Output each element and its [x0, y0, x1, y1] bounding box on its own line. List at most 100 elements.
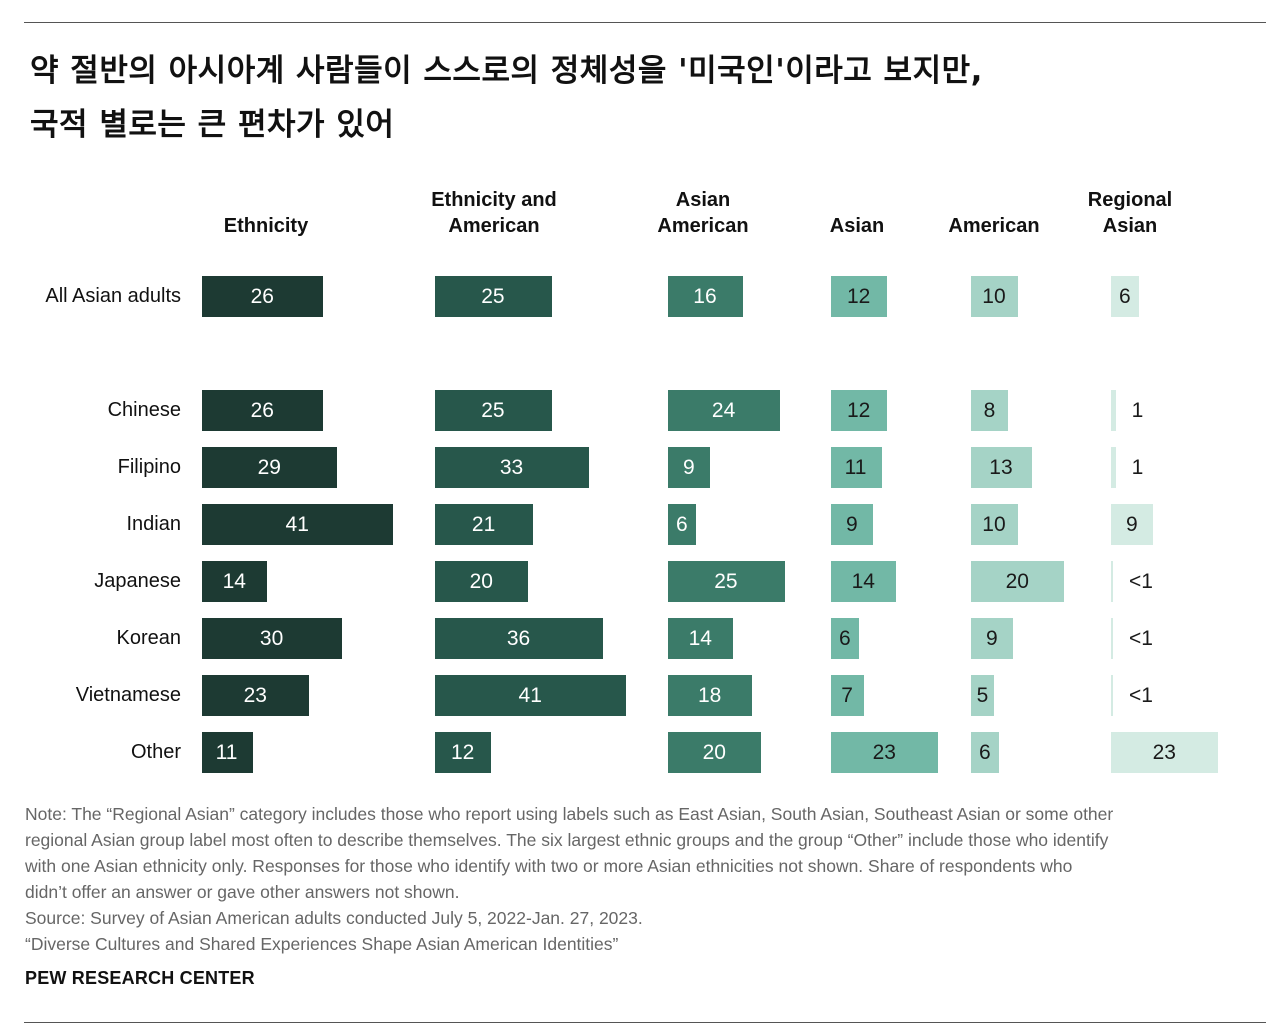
bar: [971, 447, 1032, 488]
bar: [668, 390, 780, 431]
data-label: 13: [989, 456, 1013, 479]
bar: [202, 618, 342, 659]
data-label: 41: [518, 684, 542, 707]
data-label: 33: [499, 456, 524, 479]
data-label: 1: [1131, 399, 1144, 422]
data-label: 12: [846, 285, 871, 308]
data-label: <1: [1129, 570, 1153, 593]
bar: [435, 390, 552, 431]
bar: [831, 447, 883, 488]
bar: [668, 618, 734, 659]
data-label: 7: [841, 684, 853, 707]
column-header: Ethnicity: [223, 215, 309, 237]
bar: [435, 732, 491, 773]
bar: [971, 732, 999, 773]
bar: [668, 675, 752, 716]
data-label: 11: [844, 456, 867, 479]
data-label: 26: [250, 285, 274, 308]
data-label: 23: [872, 741, 896, 764]
bar: [202, 675, 310, 716]
data-label: 1: [1131, 456, 1144, 479]
bar: [1111, 561, 1113, 602]
row-label: Korean: [116, 627, 182, 649]
bar: [202, 276, 324, 317]
row-label: Other: [130, 741, 181, 763]
data-label: 23: [243, 684, 267, 707]
data-label: 24: [711, 399, 736, 422]
column-header: Ethnicity and American: [431, 189, 557, 237]
bar: [971, 276, 1018, 317]
bar: [831, 561, 897, 602]
data-label: <1: [1129, 627, 1153, 650]
bar: [435, 561, 529, 602]
data-label: 30: [259, 627, 284, 650]
note-line: regional Asian group label most often to…: [25, 830, 1109, 850]
data-label: 16: [693, 285, 717, 308]
bar: [971, 561, 1065, 602]
data-label: 23: [1152, 741, 1176, 764]
row-label: All Asian adults: [45, 285, 181, 307]
bar: [1111, 504, 1153, 545]
data-label: 6: [838, 627, 851, 650]
data-label: 20: [702, 741, 726, 764]
bottom-rule: [24, 1022, 1266, 1023]
column-header: Asian American: [657, 189, 749, 237]
chart-title-line-1: 약 절반의 아시아계 사람들이 스스로의 정체성을 '미국인'이라고 보지만,: [30, 53, 983, 89]
bar: [971, 504, 1018, 545]
bar: [831, 732, 939, 773]
data-label: 14: [688, 627, 712, 650]
bar: [435, 276, 552, 317]
bar: [1111, 390, 1116, 431]
report-title-line: “Diverse Cultures and Shared Experiences…: [25, 934, 619, 954]
bar: [831, 675, 864, 716]
data-label: 5: [976, 684, 989, 707]
source-line: Source: Survey of Asian American adults …: [25, 908, 643, 928]
bar: [1111, 675, 1113, 716]
bar: [831, 504, 873, 545]
data-label: 36: [506, 627, 531, 650]
bar: [971, 618, 1013, 659]
bar: [1111, 732, 1219, 773]
top-rule: [24, 22, 1266, 23]
data-label: 20: [469, 570, 493, 593]
bar: [831, 276, 887, 317]
bar: [831, 390, 887, 431]
data-label: 9: [985, 627, 998, 650]
data-label: 12: [450, 741, 475, 764]
data-label: 29: [257, 456, 281, 479]
organization-name: PEW RESEARCH CENTER: [25, 968, 255, 988]
bar: [435, 447, 589, 488]
data-label: 8: [983, 399, 996, 422]
data-label: 10: [982, 513, 1006, 536]
bar: [202, 732, 254, 773]
data-label: 9: [682, 456, 695, 479]
data-label: 26: [250, 399, 274, 422]
data-label: 9: [845, 513, 858, 536]
bar: [202, 447, 338, 488]
bar: [202, 561, 268, 602]
bar: [202, 390, 324, 431]
data-label: 25: [714, 570, 738, 593]
data-label: 20: [1005, 570, 1029, 593]
row-label: Filipino: [117, 456, 181, 478]
row-label: Japanese: [94, 570, 181, 592]
data-label: 12: [846, 399, 871, 422]
bar: [668, 276, 743, 317]
bar: [668, 447, 710, 488]
row-label: Indian: [126, 513, 182, 535]
data-label: 18: [697, 684, 722, 707]
chart-title-line-2: 국적 별로는 큰 편차가 있어: [30, 107, 395, 143]
bar: [435, 618, 603, 659]
bar: [435, 675, 627, 716]
data-label: <1: [1129, 684, 1153, 707]
data-label: 10: [982, 285, 1006, 308]
bar: [435, 504, 533, 545]
bar: [971, 390, 1009, 431]
data-label: 14: [851, 570, 875, 593]
row-label: Vietnamese: [75, 684, 181, 706]
bar: [1111, 618, 1113, 659]
note-line: Note: The “Regional Asian” category incl…: [25, 804, 1114, 824]
data-label: 41: [285, 513, 309, 536]
column-header: Asian: [829, 215, 885, 237]
data-label: 9: [1125, 513, 1138, 536]
